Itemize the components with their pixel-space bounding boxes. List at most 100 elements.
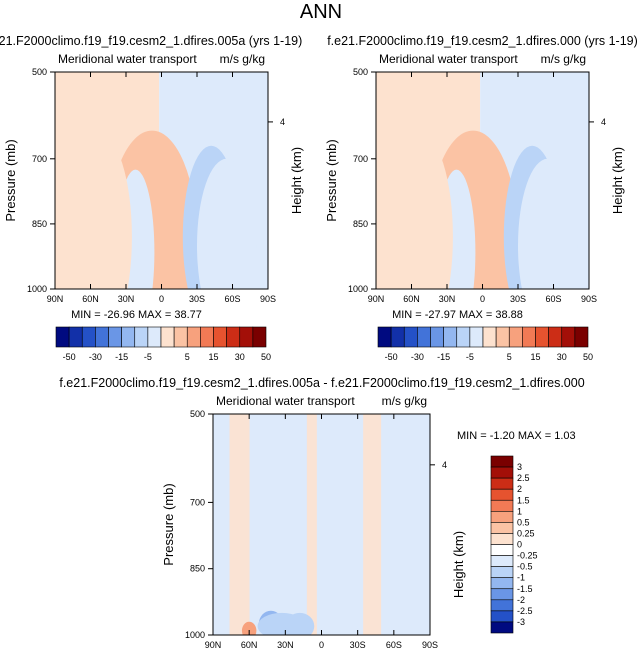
- data-cell: [518, 158, 578, 289]
- panel-p3: f.e21.F2000climo.f19_f19.cesm2_1.dfires.…: [59, 376, 584, 650]
- y2-tick-label: 4: [442, 460, 447, 470]
- minmax-label: MIN = -1.20 MAX = 1.03: [457, 430, 576, 442]
- colorbar-label: -50: [385, 352, 398, 362]
- y-axis-label: Pressure (mb): [3, 139, 18, 221]
- colorbar-box: [490, 511, 514, 523]
- y-tick-label: 700: [32, 154, 47, 164]
- colorbar-box: [430, 326, 444, 348]
- minmax-label: MIN = -27.97 MAX = 38.88: [392, 309, 523, 321]
- colorbar-box: [456, 326, 471, 348]
- colorbar-label: -1: [517, 573, 525, 583]
- colorbar-label: 1.5: [517, 495, 530, 505]
- colorbar-box: [495, 326, 510, 348]
- colorbar-box: [226, 326, 241, 348]
- x-tick-label: 90S: [581, 294, 597, 304]
- colorbar-box: [490, 610, 514, 623]
- data-cell: [386, 132, 453, 289]
- colorbar-label: -3: [517, 617, 525, 627]
- colorbar-label: 5: [185, 352, 190, 362]
- x-tick-label: 30N: [439, 294, 456, 304]
- colorbar-box: [68, 326, 83, 348]
- colorbar-label: -0.25: [517, 551, 538, 561]
- y-tick-label: 500: [190, 409, 205, 419]
- y-tick-label: 500: [353, 67, 368, 77]
- colorbar-label: 30: [235, 352, 245, 362]
- colorbar-label: -50: [63, 352, 76, 362]
- colorbar-label: 2: [517, 484, 522, 494]
- colorbar-label: -0.5: [517, 562, 533, 572]
- colorbar-box: [561, 326, 576, 348]
- x-tick-label: 90N: [205, 640, 222, 650]
- minmax-label: MIN = -26.96 MAX = 38.77: [71, 309, 202, 321]
- colorbar-label: -5: [466, 352, 474, 362]
- panel-p2: f.e21.F2000climo.f19_f19.cesm2_1.dfires.…: [324, 34, 638, 362]
- colorbar-label: 15: [530, 352, 540, 362]
- colorbar-label: 3: [517, 462, 522, 472]
- colorbar-box: [252, 326, 267, 348]
- colorbar-label: -30: [89, 352, 102, 362]
- colorbar-box: [490, 588, 514, 601]
- x-tick-label: 90N: [368, 294, 385, 304]
- x-tick-label: 0: [319, 640, 324, 650]
- colorbar-box: [490, 566, 514, 578]
- right-subtitle: m/s g/kg: [220, 52, 265, 66]
- colorbar-box: [490, 477, 514, 490]
- x-tick-label: 0: [480, 294, 485, 304]
- colorbar-box: [377, 326, 392, 348]
- left-subtitle: Meridional water transport: [58, 52, 197, 66]
- colorbar-box: [81, 326, 96, 348]
- colorbar-box: [548, 326, 563, 348]
- colorbar-box: [134, 326, 149, 348]
- colorbar-label: 1: [517, 506, 522, 516]
- x-tick-label: 60S: [386, 640, 402, 650]
- y-tick-label: 1000: [27, 284, 47, 294]
- x-tick-label: 60N: [241, 640, 258, 650]
- colorbar-box: [147, 326, 162, 348]
- panel-title: f.e21.F2000climo.f19_f19.cesm2_1.dfires.…: [327, 34, 638, 48]
- x-tick-label: 60S: [545, 294, 561, 304]
- colorbar-label: 50: [583, 352, 593, 362]
- colorbar-box: [469, 326, 484, 348]
- colorbar-label: -1.5: [517, 584, 533, 594]
- colorbar-box: [108, 326, 122, 348]
- y2-axis-label: Height (km): [610, 147, 625, 214]
- colorbar-box: [173, 326, 188, 348]
- colorbar-box: [535, 326, 549, 348]
- x-tick-label: 90N: [47, 294, 64, 304]
- colorbar-box: [55, 326, 70, 348]
- colorbar-box: [490, 577, 514, 590]
- colorbar-label: 15: [208, 352, 218, 362]
- y2-axis-label: Height (km): [289, 147, 304, 214]
- x-tick-label: 30S: [189, 294, 205, 304]
- field-positive-band: [306, 414, 317, 635]
- colorbar-box: [490, 522, 514, 534]
- right-subtitle: m/s g/kg: [382, 394, 427, 408]
- panel-title: f.e21.F2000climo.f19_f19.cesm2_1.dfires.…: [0, 34, 302, 48]
- colorbar-box: [95, 326, 109, 348]
- right-subtitle: m/s g/kg: [541, 52, 586, 66]
- y2-tick-label: 4: [280, 117, 285, 127]
- x-tick-label: 30S: [350, 640, 366, 650]
- left-subtitle: Meridional water transport: [216, 394, 355, 408]
- colorbar-label: -5: [144, 352, 152, 362]
- y-tick-label: 500: [32, 67, 47, 77]
- colorbar-box: [522, 326, 536, 348]
- colorbar-box: [417, 326, 431, 348]
- y-tick-label: 850: [353, 219, 368, 229]
- colorbar-label: -15: [115, 352, 128, 362]
- left-subtitle: Meridional water transport: [379, 52, 518, 66]
- data-cell: [285, 612, 315, 635]
- x-tick-label: 0: [159, 294, 164, 304]
- colorbar-box: [490, 533, 514, 545]
- x-tick-label: 30S: [510, 294, 526, 304]
- colorbar-box: [574, 326, 589, 348]
- colorbar-label: -15: [437, 352, 450, 362]
- colorbar-box: [390, 326, 405, 348]
- colorbar-box: [490, 499, 514, 512]
- y2-axis-label: Height (km): [451, 531, 466, 598]
- plot-field: [376, 72, 589, 289]
- colorbar-box: [160, 326, 175, 348]
- y-tick-label: 1000: [348, 284, 368, 294]
- colorbar-label: 0.25: [517, 528, 535, 538]
